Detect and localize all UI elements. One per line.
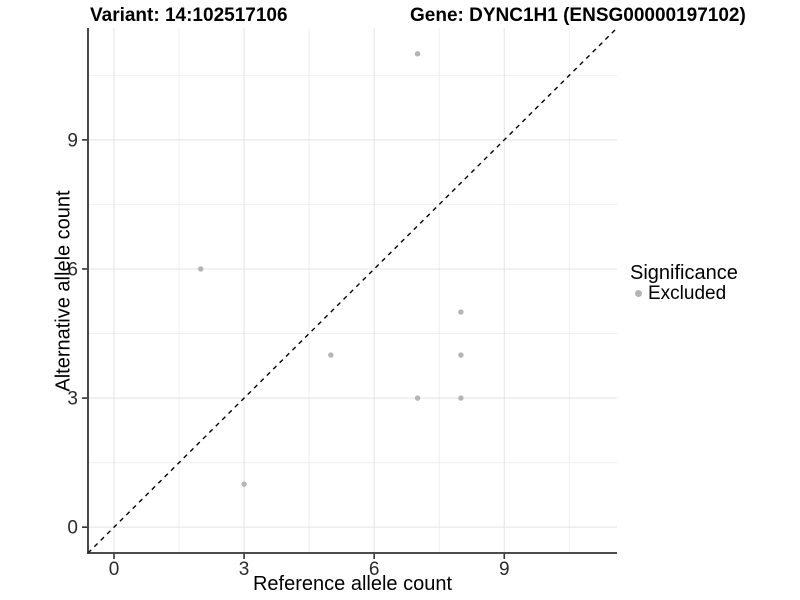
plot-title-gene: Gene: DYNC1H1 (ENSG00000197102) (410, 5, 746, 26)
y-tick-label: 3 (67, 389, 78, 410)
x-tick-label: 6 (369, 559, 380, 580)
legend-point-icon (635, 290, 642, 297)
legend-title: Significance (630, 262, 738, 284)
legend-item-excluded: Excluded (630, 284, 738, 303)
data-point (458, 309, 464, 315)
data-point (198, 266, 204, 272)
legend-item-label: Excluded (648, 283, 727, 304)
data-point (458, 352, 464, 358)
x-axis-title: Reference allele count (252, 573, 452, 595)
data-point (328, 352, 334, 358)
x-tick-label: 9 (499, 559, 510, 580)
y-axis-title: Alternative allele count (52, 190, 75, 392)
x-tick-label: 0 (109, 559, 120, 580)
data-point (458, 395, 464, 401)
legend: Significance Excluded (630, 263, 738, 303)
plot-title-variant: Variant: 14:102517106 (90, 5, 288, 26)
y-tick-label: 0 (67, 518, 78, 539)
identity-line (87, 27, 618, 554)
data-point (241, 481, 247, 487)
x-tick-label: 3 (239, 559, 250, 580)
y-tick-label: 9 (67, 130, 78, 151)
data-point (414, 395, 421, 401)
data-point (414, 51, 421, 57)
y-tick-label: 6 (67, 259, 78, 280)
